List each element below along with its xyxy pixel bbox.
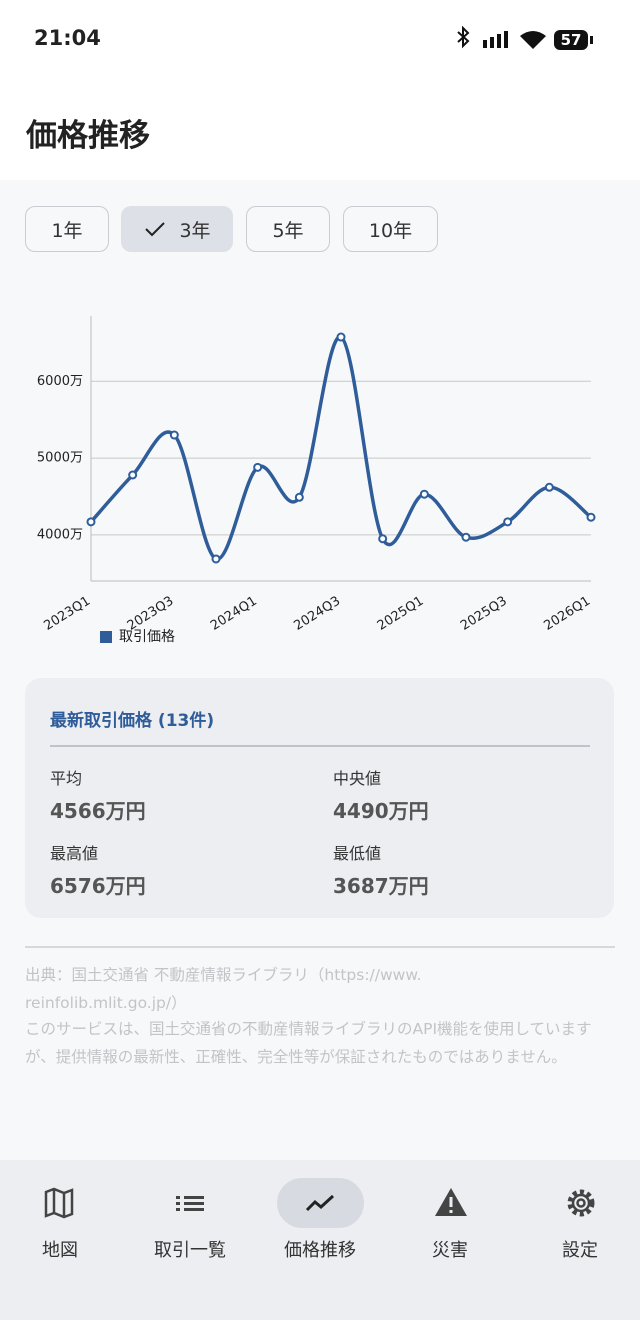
nav-item[interactable]: 地図 [42, 1240, 78, 1261]
point [544, 482, 554, 492]
period-button[interactable]: 10年 [343, 206, 438, 252]
status-time: 21:04 [34, 26, 101, 50]
stats-card [25, 678, 614, 918]
point [461, 532, 471, 542]
point [378, 534, 388, 544]
legend-swatch [100, 631, 112, 643]
legend-label: 取引価格 [119, 629, 175, 645]
period-button[interactable]: 5年 [246, 206, 330, 252]
period-label: 10年 [368, 219, 413, 242]
disclaimer: このサービスは、国土交通省の不動産情報ライブラリのAPI機能を使用していますが、… [25, 1020, 592, 1066]
settings-icon[interactable] [567, 1189, 595, 1217]
x-tick-label: 2023Q3 [125, 594, 177, 634]
point [86, 517, 96, 527]
x-tick-label: 2025Q3 [458, 594, 510, 634]
y-tick-label: 6000万 [37, 374, 83, 389]
stats-title: 最新取引価格 (13件) [50, 711, 215, 731]
stat-value: 4490万円 [333, 799, 429, 823]
period-button[interactable]: 1年 [25, 206, 109, 252]
nav-item[interactable]: 価格推移 [284, 1240, 356, 1261]
x-tick-label: 2025Q1 [375, 594, 427, 634]
x-tick-label: 2026Q1 [541, 594, 593, 634]
page-title: 価格推移 [26, 118, 150, 154]
divider [50, 745, 590, 747]
map-icon[interactable] [44, 1187, 74, 1219]
check-icon [145, 222, 166, 237]
stat-label: 最高値 [50, 844, 99, 863]
nav-item[interactable]: 取引一覧 [154, 1240, 226, 1261]
period-button[interactable]: 3年 [121, 206, 233, 252]
header-bg [0, 0, 640, 180]
divider [25, 946, 615, 948]
nav-indicator [277, 1178, 364, 1228]
line [89, 335, 593, 561]
y-tick-label: 5000万 [37, 451, 83, 466]
x-tick-label: 2023Q1 [41, 594, 93, 634]
stat-label: 最低値 [333, 844, 382, 863]
period-label: 5年 [272, 219, 304, 242]
stat-value: 3687万円 [333, 874, 429, 898]
point [128, 470, 138, 480]
battery-level: 57 [561, 31, 582, 49]
chart: 4000万 5000万 6000万 2023Q1 2023Q3 2024Q1 2024Q3 2… [37, 316, 596, 645]
point [503, 517, 513, 527]
stat-value: 4566万円 [50, 799, 146, 823]
x-tick-label: 2024Q1 [208, 594, 260, 634]
point [294, 492, 304, 502]
list-icon[interactable] [176, 1196, 204, 1211]
x-tick-label: 2024Q3 [291, 594, 343, 634]
point [169, 430, 179, 440]
trend-icon[interactable] [305, 1194, 335, 1212]
period-label: 3年 [179, 219, 211, 242]
period-label: 1年 [51, 219, 83, 242]
stat-label: 中央値 [333, 769, 382, 788]
point [253, 462, 263, 472]
nav-icons [44, 1187, 595, 1219]
point [211, 554, 221, 564]
source-note: 出典：国土交通省 不動産情報ライブラリ（https://www.reinfoli… [25, 966, 422, 1012]
y-tick-label: 4000万 [37, 527, 83, 542]
nav-item[interactable]: 設定 [562, 1240, 598, 1261]
nav-item[interactable]: 災害 [432, 1240, 468, 1261]
stat-value: 6576万円 [50, 874, 146, 898]
point [336, 332, 346, 342]
stat-label: 平均 [50, 769, 83, 788]
point [419, 489, 429, 499]
point [586, 512, 596, 522]
status-icons: 57 [457, 26, 593, 50]
